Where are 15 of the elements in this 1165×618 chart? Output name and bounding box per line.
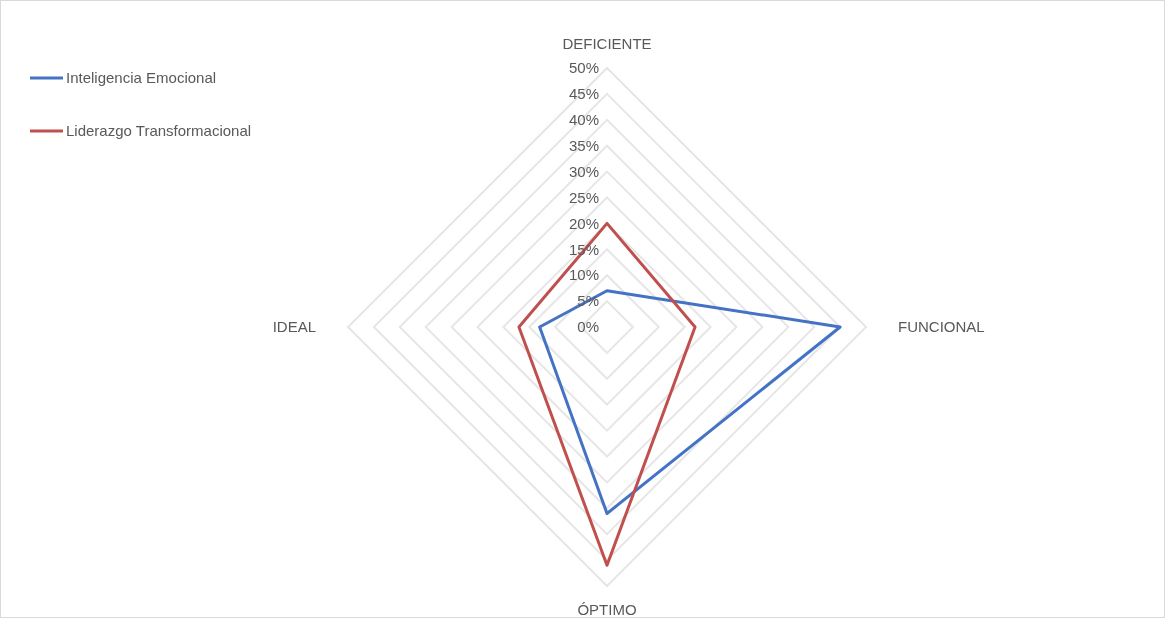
spoke-label: ÓPTIMO xyxy=(577,601,637,618)
y-tick-label: 40% xyxy=(568,111,599,129)
y-tick-label: 0% xyxy=(577,318,599,336)
legend-label: Inteligencia Emocional xyxy=(66,69,217,87)
spoke-label: IDEAL xyxy=(272,318,316,336)
spoke-label: DEFICIENTE xyxy=(562,35,652,53)
y-tick-label: 50% xyxy=(568,59,599,77)
y-tick-label: 20% xyxy=(568,214,599,232)
y-tick-label: 45% xyxy=(568,85,599,103)
y-tick-label: 30% xyxy=(568,162,599,180)
y-tick-label: 35% xyxy=(568,136,599,154)
y-tick-label: 25% xyxy=(568,188,599,206)
spoke-label: FUNCIONAL xyxy=(898,318,985,336)
legend-label: Liderazgo Transformacional xyxy=(66,122,252,140)
y-tick-label: 10% xyxy=(568,266,599,284)
